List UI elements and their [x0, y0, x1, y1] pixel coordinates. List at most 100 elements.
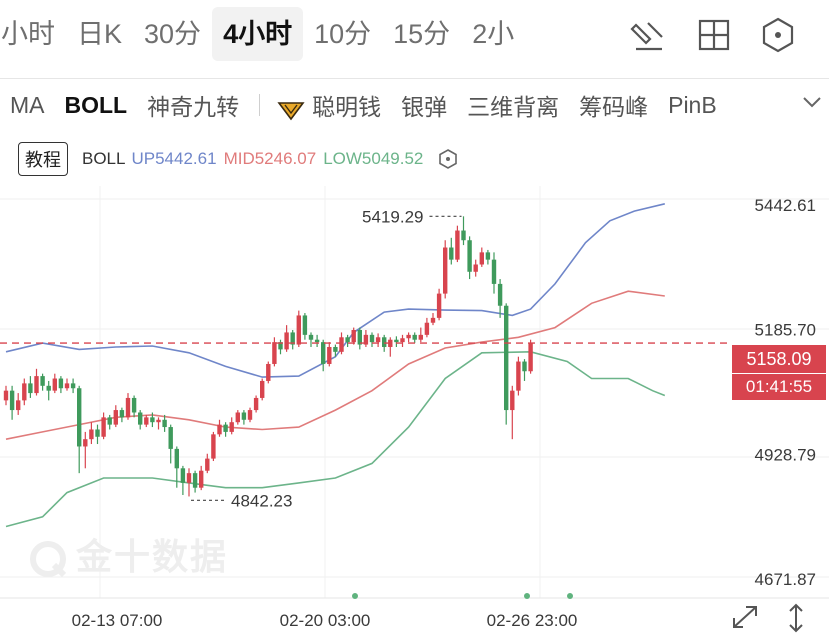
candle-body [369, 334, 375, 343]
candle-body [455, 230, 460, 260]
candle-body [461, 230, 466, 241]
candle-body [119, 410, 125, 418]
candle-body [192, 473, 198, 488]
candle-body [479, 252, 484, 265]
candle-countdown-badge: 01:41:55 [732, 374, 826, 400]
candle-body [345, 337, 350, 343]
candle-body [223, 424, 228, 432]
candle-body [467, 240, 472, 272]
candle-body [107, 417, 112, 425]
candle-body [363, 334, 369, 345]
candle-body [70, 383, 76, 389]
indicator-boll[interactable]: BOLL [64, 91, 128, 118]
watermark: 金十数据 [28, 528, 228, 580]
x-tick-label: 02-20 03:00 [280, 611, 371, 630]
x-axis-marker [524, 593, 530, 599]
grid-layout-icon[interactable] [694, 15, 734, 55]
candle-body [150, 417, 155, 423]
indicator-ma[interactable]: MA [10, 91, 45, 118]
candle-body [168, 427, 173, 449]
candle-body [77, 388, 82, 447]
indicator-silver-bullet[interactable]: 银弹 [401, 94, 448, 120]
candle-body [199, 470, 204, 488]
candle-body [64, 383, 70, 389]
candle-body [241, 412, 247, 420]
chart-grid [0, 186, 829, 599]
legend-settings-icon[interactable] [437, 148, 459, 170]
candle-body [406, 334, 411, 339]
tutorial-button[interactable]: 教程 [18, 142, 68, 176]
x-tick-label: 02-13 07:00 [72, 611, 163, 630]
candle-body [473, 264, 478, 272]
candle-body [186, 473, 192, 483]
chart-annotations: 5419.29 4842.23 [191, 207, 462, 510]
candle-body [290, 332, 295, 345]
candle-body [52, 378, 57, 391]
candle-body [357, 330, 362, 345]
candle-body [491, 259, 497, 284]
candle-body [321, 342, 326, 364]
indicator-shenqi[interactable]: 神奇九转 [147, 94, 240, 120]
candle-body [497, 283, 503, 306]
tab-timeframe-1h[interactable]: 小时 [1, 19, 55, 49]
legend-name: BOLL [82, 149, 126, 168]
candle-body [284, 332, 289, 350]
candle-body [260, 380, 265, 398]
candle-body [412, 334, 417, 340]
x-axis: 02-13 07:00 02-20 03:00 02-26 23:00 [72, 593, 577, 630]
boll-mid-line [5, 290, 665, 440]
candle-body [418, 334, 423, 340]
toolbar-divider [0, 78, 829, 79]
y-tick-label: 5185.70 [755, 321, 816, 340]
candle-body [327, 346, 332, 364]
boll-up-line [5, 203, 665, 378]
candle-body [156, 419, 161, 423]
legend-mid: MID5246.07 [223, 149, 317, 168]
y-axis: 5442.61 5185.70 4928.79 4671.87 [755, 196, 816, 589]
boll-low-line [5, 350, 666, 528]
scale-adjust-icon[interactable] [782, 603, 810, 633]
current-price-badge: 5158.09 [732, 345, 826, 373]
high-annotation-label: 5419.29 [362, 207, 423, 226]
candle-body [400, 338, 405, 343]
chevron-down-icon[interactable] [801, 92, 823, 112]
tab-timeframe-daily[interactable]: 日K [77, 19, 123, 49]
boll-bands [5, 203, 666, 528]
fullscreen-icon[interactable] [728, 603, 762, 633]
tab-timeframe-4h[interactable]: 4小时 [212, 7, 304, 61]
candle-body [9, 390, 15, 411]
candle-body [34, 376, 39, 394]
candle-body [217, 424, 222, 435]
indicator-smart-money[interactable]: 聪明钱 [266, 88, 391, 122]
candles [3, 216, 533, 497]
candle-body [16, 400, 21, 411]
tab-timeframe-2h[interactable]: 2小 [472, 19, 515, 49]
legend-low: LOW5049.52 [323, 149, 424, 168]
tab-timeframe-10m[interactable]: 10分 [314, 19, 372, 49]
tab-timeframe-15m[interactable]: 15分 [393, 19, 451, 49]
candle-body [308, 334, 314, 340]
candle-body [46, 385, 51, 391]
y-tick-label: 4928.79 [755, 445, 816, 464]
candle-body [430, 317, 436, 323]
candle-body [278, 342, 283, 350]
candle-body [296, 315, 301, 345]
tab-timeframe-30m[interactable]: 30分 [144, 19, 202, 49]
candle-body [382, 337, 387, 347]
candle-body [211, 434, 216, 459]
diamond-icon [277, 102, 305, 121]
draw-tool-icon[interactable] [628, 15, 668, 55]
candle-body [485, 252, 491, 260]
indicator-chip-peak[interactable]: 筹码峰 [579, 94, 649, 120]
candle-body [522, 361, 527, 372]
candle-body [58, 378, 64, 389]
candle-body [266, 363, 271, 381]
candle-body [3, 390, 9, 401]
indicator-pinbar[interactable]: PinB [668, 91, 717, 118]
candle-body [113, 410, 118, 425]
legend-up: UP5442.61 [131, 149, 217, 168]
indicator-3d-divergence[interactable]: 三维背离 [467, 94, 560, 120]
hexagon-settings-icon[interactable] [758, 15, 798, 55]
low-annotation-label: 4842.23 [231, 491, 292, 510]
